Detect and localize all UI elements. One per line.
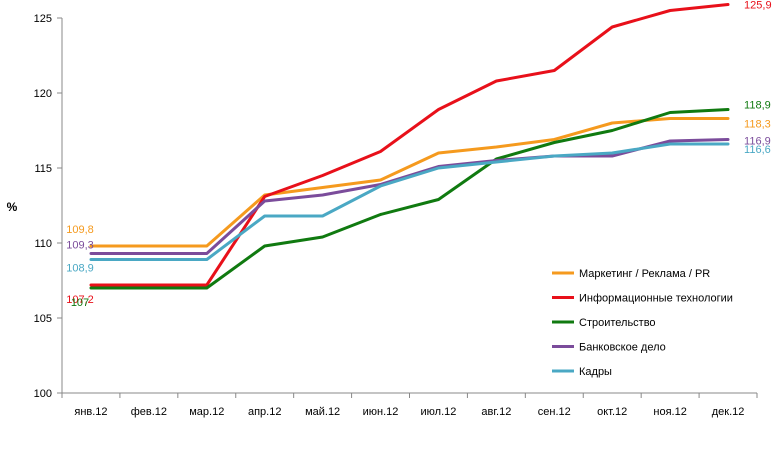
x-tick-label: окт.12 <box>597 406 627 418</box>
data-label: 109,3 <box>66 240 94 252</box>
x-tick-label: янв.12 <box>74 406 107 418</box>
y-tick-label: 110 <box>34 238 52 250</box>
chart-axes: 100 105 110 115 120 125 янв.12 фев.12 мар.12 апр.… <box>7 13 758 418</box>
y-tick-label: 115 <box>34 163 52 175</box>
x-tick-label: авг.12 <box>481 406 511 418</box>
legend-label-0: Маркетинг / Реклама / PR <box>579 268 710 280</box>
x-tick-label: мар.12 <box>189 406 224 418</box>
chart-legend: Маркетинг / Реклама / PR Информационные т… <box>552 268 733 378</box>
legend-label-3: Банковское дело <box>579 342 666 354</box>
legend-label-2: Строительство <box>579 317 656 329</box>
x-tick-label: июн.12 <box>363 406 399 418</box>
chart-data-labels: 109,8 118,3 107,2 125,9 107 118,9 109,3 116,9 10… <box>66 0 771 309</box>
y-tick-label: 120 <box>34 88 52 100</box>
x-tick-label: ноя.12 <box>653 406 686 418</box>
data-label: 116,6 <box>744 144 771 156</box>
x-tick-label: дек.12 <box>712 406 745 418</box>
x-tick-label: май.12 <box>305 406 340 418</box>
x-tick-label: июл.12 <box>421 406 457 418</box>
series-line-0 <box>89 117 730 248</box>
x-tick-label: фев.12 <box>131 406 167 418</box>
x-tick-label: сен.12 <box>538 406 571 418</box>
y-tick-label: 125 <box>34 13 52 25</box>
series-line-1 <box>89 3 730 287</box>
y-tick-label: 100 <box>34 388 52 400</box>
data-label: 109,8 <box>66 224 94 236</box>
x-tick-label: апр.12 <box>248 406 281 418</box>
legend-label-4: Кадры <box>579 366 612 378</box>
data-label: 107 <box>71 297 89 309</box>
data-label: 116,9 <box>744 136 771 148</box>
y-axis-title: % <box>7 200 18 214</box>
data-label: 125,9 <box>744 0 772 12</box>
y-tick-label: 105 <box>34 313 52 325</box>
data-label: 118,9 <box>744 100 771 112</box>
series-line-3 <box>89 138 730 255</box>
data-label: 107,2 <box>66 294 94 306</box>
series-line-2 <box>89 108 730 290</box>
legend-label-1: Информационные технологии <box>579 293 733 305</box>
data-label: 118,3 <box>744 119 771 131</box>
data-label: 108,9 <box>66 263 94 275</box>
series-line-4 <box>89 142 730 261</box>
chart-series <box>89 3 730 290</box>
